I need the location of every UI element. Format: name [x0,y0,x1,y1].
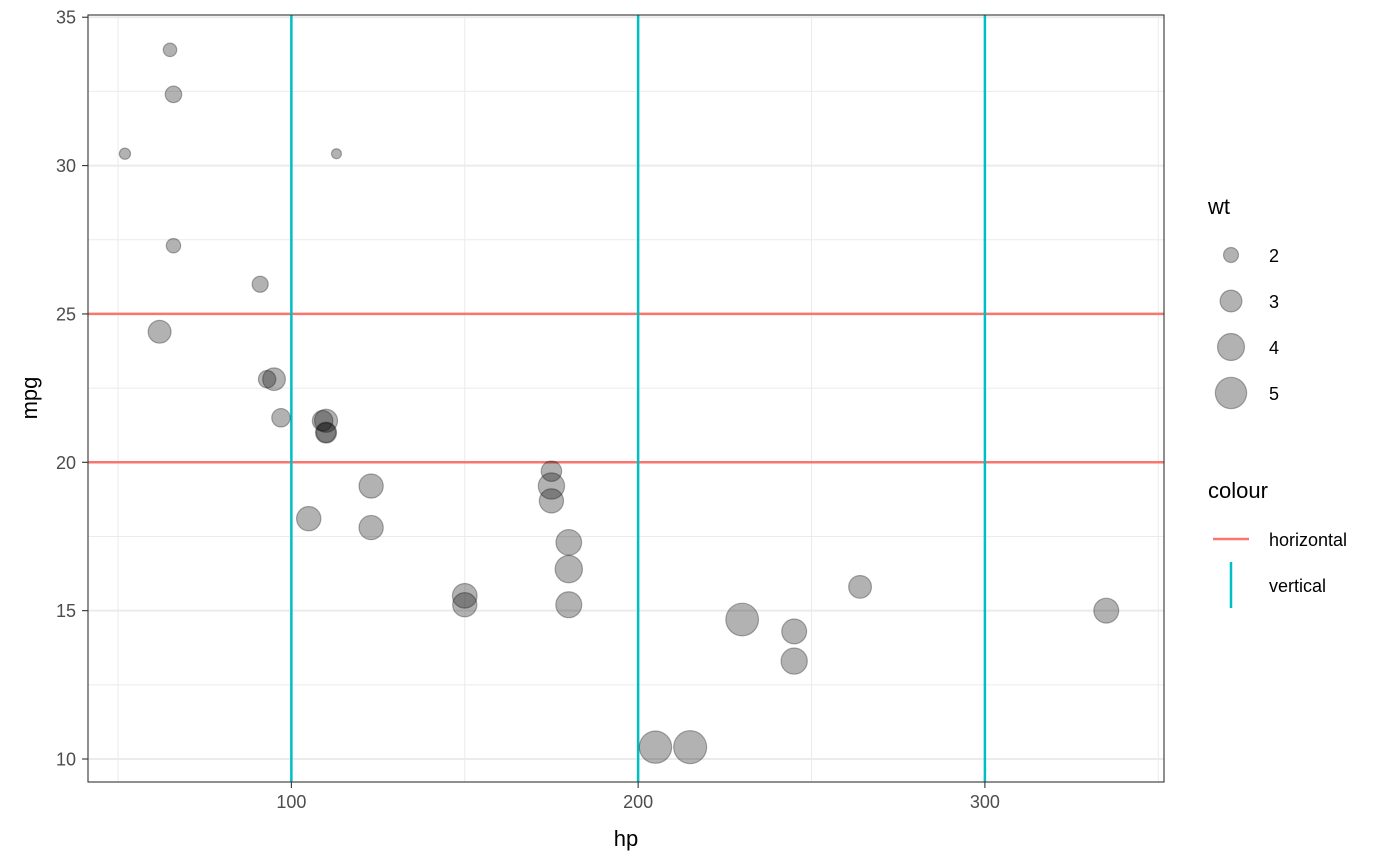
data-point [257,369,277,389]
data-point [314,421,338,444]
data-point [540,460,563,483]
data-point [162,42,178,58]
x-tick-label: 100 [276,792,306,812]
data-point [118,147,132,160]
legend-size-key [1219,289,1243,313]
data-point [315,422,337,443]
y-axis: 10 15 20 25 30 35 [56,8,88,770]
data-point [147,319,172,344]
data-point [271,407,291,428]
legend-colour-label: horizontal [1269,530,1347,550]
data-point [251,275,269,293]
data-point [311,409,334,432]
legend-size-key [1222,246,1240,264]
x-axis-title: hp [614,826,638,851]
x-axis: 100 200 300 [276,782,1000,812]
legend-size-title: wt [1207,194,1230,219]
vertical-lines [290,15,987,782]
y-tick-label: 35 [56,8,76,28]
data-point [358,473,384,499]
y-tick-label: 10 [56,750,76,770]
data-point [848,574,873,599]
legend-size-key [1216,332,1246,362]
data-points [118,42,1120,765]
data-point [555,528,583,556]
data-point [452,592,478,618]
y-axis-title: mpg [17,377,42,420]
data-point [165,237,182,254]
data-point [262,367,286,392]
data-point [638,730,673,764]
data-point [538,488,565,514]
data-point [295,505,322,532]
data-point [781,618,808,645]
data-point [164,85,183,104]
panel-border [87,14,1165,783]
data-point [780,647,808,675]
y-tick-label: 15 [56,601,76,621]
y-tick-label: 20 [56,453,76,473]
legend-size-key [1214,376,1248,410]
legend-size-label: 4 [1269,338,1279,358]
data-point [358,514,384,541]
x-tick-label: 300 [970,792,1000,812]
legend-colour-label: vertical [1269,576,1326,596]
data-point [555,591,583,619]
data-point [554,554,584,584]
data-point [330,148,343,160]
data-point [725,602,760,637]
legend-size-label: 3 [1269,292,1279,312]
x-tick-label: 200 [623,792,653,812]
legend-colour: colour horizontal vertical [1208,478,1347,608]
legend-colour-title: colour [1208,478,1268,503]
data-point [673,730,708,765]
y-tick-label: 25 [56,304,76,324]
legend-size: wt 2 3 4 5 [1207,194,1279,410]
data-point [1093,597,1120,624]
legend-size-label: 5 [1269,384,1279,404]
data-point [313,408,339,433]
legend-size-label: 2 [1269,246,1279,266]
data-point [451,582,478,609]
y-tick-label: 30 [56,156,76,176]
data-point [537,472,566,500]
